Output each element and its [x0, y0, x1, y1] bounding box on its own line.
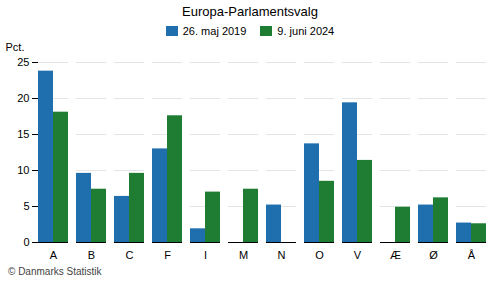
svg-text:0: 0 [23, 236, 29, 248]
svg-text:O: O [315, 249, 324, 261]
svg-text:I: I [204, 249, 207, 261]
svg-text:A: A [50, 249, 58, 261]
html-text:9. juni 2024: 9. juni 2024 [277, 25, 335, 37]
html-text:© Danmarks Statistik: © Danmarks Statistik [8, 266, 102, 277]
svg-text:15: 15 [17, 128, 29, 140]
svg-text:10: 10 [17, 164, 29, 176]
svg-text:V: V [354, 249, 362, 261]
svg-text:M: M [239, 249, 248, 261]
svg-text:25: 25 [17, 56, 29, 68]
svg-text:Ø: Ø [429, 249, 438, 261]
svg-text:B: B [88, 249, 95, 261]
svg-text:Æ: Æ [390, 249, 401, 261]
svg-text:20: 20 [17, 92, 29, 104]
html-text:Europa-Parlamentsvalg: Europa-Parlamentsvalg [182, 4, 318, 19]
svg-text:N: N [278, 249, 286, 261]
svg-text:F: F [164, 249, 171, 261]
svg-text:5: 5 [23, 200, 29, 212]
svg-text:C: C [126, 249, 134, 261]
html-text:26. maj 2019: 26. maj 2019 [182, 25, 247, 37]
svg-text:Pct.: Pct. [6, 41, 25, 53]
svg-text:Å: Å [468, 249, 476, 261]
